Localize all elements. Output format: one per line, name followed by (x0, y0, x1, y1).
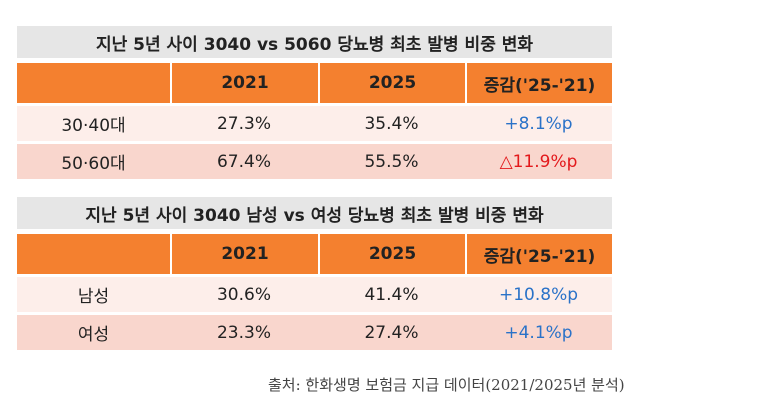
table-cell: 41.4% (364, 284, 419, 305)
table-cell: 27.4% (364, 322, 419, 343)
header-cell: 2021 (170, 63, 318, 103)
table-row: 여성 23.3% 27.4% +4.1%p (17, 315, 612, 350)
table-row: 30·40대 27.3% 35.4% +8.1%p (17, 106, 612, 141)
header-cell (17, 63, 170, 103)
table-title: 지난 5년 사이 3040 vs 5060 당뇨병 최초 발병 비중 변화 (17, 26, 612, 58)
table-cell: 30·40대 (61, 116, 126, 136)
header-cell: 2021 (170, 234, 318, 274)
table-cell: 35.4% (364, 113, 419, 134)
table-cell: 50·60대 (61, 154, 126, 174)
table-cell: +10.8%p (498, 284, 579, 305)
header-cell (17, 234, 170, 274)
table: 지난 5년 사이 3040 남성 vs 여성 당뇨병 최초 발병 비중 변화 20… (17, 197, 612, 350)
table-title: 지난 5년 사이 3040 남성 vs 여성 당뇨병 최초 발병 비중 변화 (17, 197, 612, 229)
header-cell: 2025 (318, 63, 465, 103)
table-cell: 67.4% (216, 151, 271, 172)
table-row: 50·60대 67.4% 55.5% △11.9%p (17, 144, 612, 179)
header-row: 2021 2025 증감('25-'21) (17, 234, 612, 274)
source-note: 출처: 한화생명 보험금 지급 데이터(2021/2025년 분석) (268, 376, 625, 394)
table-cell: +4.1%p (504, 322, 573, 343)
header-cell: 2025 (318, 234, 465, 274)
table-cell: 27.3% (216, 113, 271, 134)
table-cell: △11.9%p (499, 151, 578, 172)
header-cell: 증감('25-'21) (465, 63, 612, 103)
table-cell: +8.1%p (504, 113, 573, 134)
table: 지난 5년 사이 3040 vs 5060 당뇨병 최초 발병 비중 변화 202… (17, 26, 612, 179)
header-row: 2021 2025 증감('25-'21) (17, 63, 612, 103)
table-row: 남성 30.6% 41.4% +10.8%p (17, 277, 612, 312)
table-cell: 23.3% (216, 322, 271, 343)
table-cell: 여성 (77, 325, 110, 345)
table-cell: 남성 (77, 287, 110, 307)
header-cell: 증감('25-'21) (465, 234, 612, 274)
table-cell: 30.6% (216, 284, 271, 305)
table-cell: 55.5% (364, 151, 419, 172)
